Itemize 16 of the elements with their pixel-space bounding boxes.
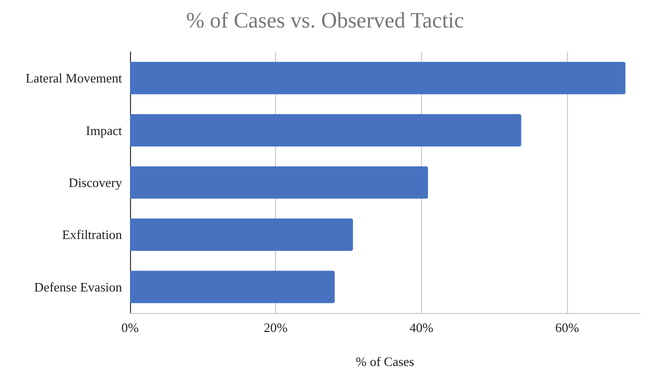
bar — [130, 62, 626, 94]
x-tick-label: 40% — [410, 320, 434, 335]
x-axis-title: % of Cases — [356, 354, 414, 369]
y-tick-label: Exfiltration — [62, 227, 122, 242]
bar — [130, 166, 428, 199]
y-tick-label: Impact — [86, 122, 122, 138]
chart-title: % of Cases vs. Observed Tactic — [186, 8, 464, 32]
y-tick-label: Discovery — [68, 175, 122, 190]
bar — [130, 218, 353, 251]
x-tick-label: 0% — [121, 320, 139, 335]
bar — [130, 114, 522, 146]
x-tick-label: 20% — [264, 320, 288, 335]
x-tick-label: 60% — [555, 320, 580, 335]
bar — [130, 270, 335, 304]
y-tick-label: Defense Evasion — [34, 279, 122, 294]
y-tick-label: Lateral Movement — [26, 70, 122, 86]
